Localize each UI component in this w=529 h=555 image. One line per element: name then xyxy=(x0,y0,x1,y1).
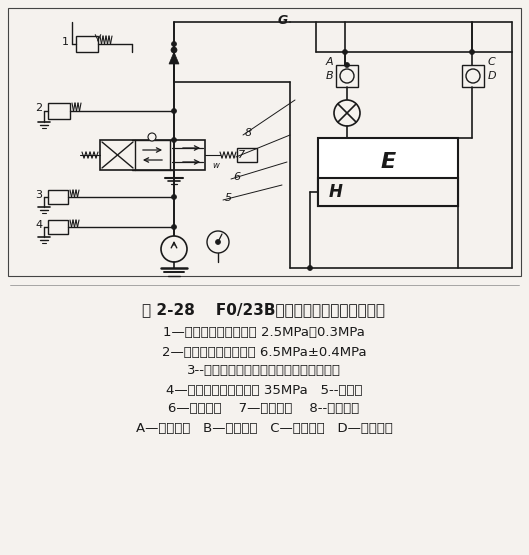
Text: 6: 6 xyxy=(233,172,240,182)
Text: 1: 1 xyxy=(62,37,69,47)
Bar xyxy=(16,16,264,268)
Circle shape xyxy=(342,49,348,54)
Bar xyxy=(290,16,512,268)
Circle shape xyxy=(171,138,177,143)
Bar xyxy=(76,36,98,52)
Text: A: A xyxy=(325,57,333,67)
Text: H: H xyxy=(329,183,343,201)
Bar xyxy=(100,140,205,170)
Text: 4: 4 xyxy=(35,220,42,230)
Bar xyxy=(44,217,94,237)
Text: 6—手动活门    7—顶升油缸    8--液压泵站: 6—手动活门 7—顶升油缸 8--液压泵站 xyxy=(168,402,360,416)
Text: B: B xyxy=(325,71,333,81)
Circle shape xyxy=(470,49,475,54)
Bar xyxy=(72,33,132,55)
Bar xyxy=(48,103,70,119)
Circle shape xyxy=(466,69,480,83)
Bar xyxy=(462,65,484,87)
Text: 3--安全阀，调节手柄装在液压泵站台面上: 3--安全阀，调节手柄装在液压泵站台面上 xyxy=(187,365,341,377)
Circle shape xyxy=(340,69,354,83)
Circle shape xyxy=(334,100,360,126)
Bar xyxy=(318,178,458,206)
Circle shape xyxy=(161,236,187,262)
Text: A—液控活塞   B—单向活门   C—液控活塞   D—单向活门: A—液控活塞 B—单向活门 C—液控活塞 D—单向活门 xyxy=(135,421,393,435)
Bar xyxy=(48,220,68,234)
Circle shape xyxy=(344,63,350,68)
Bar xyxy=(8,8,521,276)
Circle shape xyxy=(171,42,177,47)
Bar xyxy=(336,65,358,87)
Text: 5: 5 xyxy=(225,193,232,203)
Bar xyxy=(44,100,100,122)
Circle shape xyxy=(171,47,177,53)
Circle shape xyxy=(307,265,313,270)
Text: 图 2-28    F0/23B塔式起重机液压系统原理图: 图 2-28 F0/23B塔式起重机液压系统原理图 xyxy=(142,302,386,317)
Polygon shape xyxy=(169,52,179,64)
Text: E: E xyxy=(380,152,396,172)
Polygon shape xyxy=(468,70,478,82)
Text: C: C xyxy=(488,57,496,67)
Text: 1—安全阀，调定压力为 2.5MPa＋0.3MPa: 1—安全阀，调定压力为 2.5MPa＋0.3MPa xyxy=(163,326,365,340)
Circle shape xyxy=(171,194,177,199)
Text: 3: 3 xyxy=(35,190,42,200)
Bar xyxy=(44,187,94,207)
Bar xyxy=(48,190,68,204)
Circle shape xyxy=(148,133,156,141)
Text: 2: 2 xyxy=(35,103,42,113)
Text: 7: 7 xyxy=(238,150,245,160)
Circle shape xyxy=(207,231,229,253)
Text: D: D xyxy=(488,71,497,81)
Circle shape xyxy=(171,225,177,230)
Text: G: G xyxy=(278,13,288,27)
Polygon shape xyxy=(342,70,352,82)
Circle shape xyxy=(215,240,221,245)
Bar xyxy=(318,138,458,206)
Text: 8: 8 xyxy=(245,128,252,138)
Circle shape xyxy=(171,108,177,114)
Text: w: w xyxy=(213,160,220,169)
Text: 2—安全阀，调定压力为 6.5MPa±0.4MPa: 2—安全阀，调定压力为 6.5MPa±0.4MPa xyxy=(162,346,366,359)
Bar xyxy=(237,148,257,162)
Text: 4—安全阀，调定压力为 35MPa   5--换向阀: 4—安全阀，调定压力为 35MPa 5--换向阀 xyxy=(166,384,362,396)
